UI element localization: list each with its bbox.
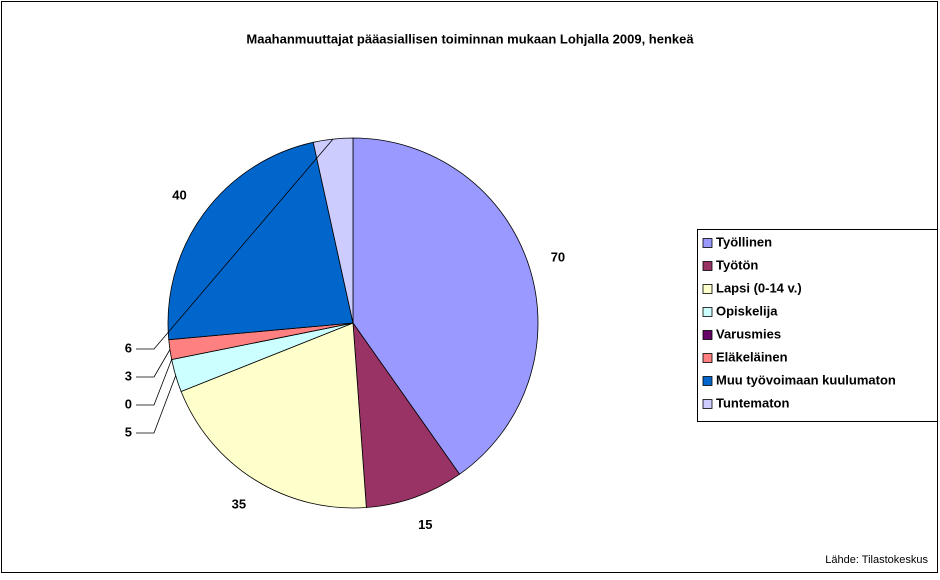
- leader-line: [136, 375, 177, 434]
- legend: [697, 229, 938, 422]
- data-label: 35: [232, 497, 246, 512]
- pie-slice: [352, 137, 539, 475]
- legend-label: Muu työvoimaan kuulumaton: [716, 372, 896, 387]
- data-label: 0: [125, 396, 132, 411]
- legend-swatch: [702, 353, 713, 363]
- legend-swatch: [702, 307, 713, 317]
- chart-title: Maahanmuuttajat pääasiallisen toiminnan …: [246, 31, 694, 46]
- leader-line: [136, 359, 173, 406]
- legend-label: Varusmies: [716, 326, 781, 341]
- legend-label: Työllinen: [716, 234, 772, 249]
- legend-swatch: [702, 284, 713, 294]
- source: Lähde: Tilastokeskus: [825, 554, 928, 566]
- legend-swatch: [702, 330, 713, 340]
- legend-swatch: [702, 261, 713, 271]
- legend-swatch: [702, 376, 713, 386]
- leader-line: [136, 138, 334, 350]
- legend-label: Eläkeläinen: [716, 349, 788, 364]
- data-label: 3: [125, 368, 132, 383]
- data-label: 6: [125, 340, 132, 355]
- leader-line: [136, 349, 171, 378]
- legend-swatch: [702, 399, 713, 409]
- legend-label: Lapsi (0-14 v.): [716, 280, 802, 295]
- pie-slice: [167, 141, 354, 341]
- legend-label: Opiskelija: [716, 303, 778, 318]
- pie-slice: [352, 321, 461, 508]
- legend-label: Työtön: [716, 257, 758, 272]
- legend-label: Tuntematon: [716, 395, 789, 410]
- data-label: 15: [418, 517, 432, 532]
- data-label: 40: [172, 187, 186, 202]
- pie-slice: [180, 322, 367, 509]
- data-label: 70: [551, 249, 565, 264]
- legend-swatch: [702, 238, 713, 248]
- data-label: 5: [125, 424, 132, 439]
